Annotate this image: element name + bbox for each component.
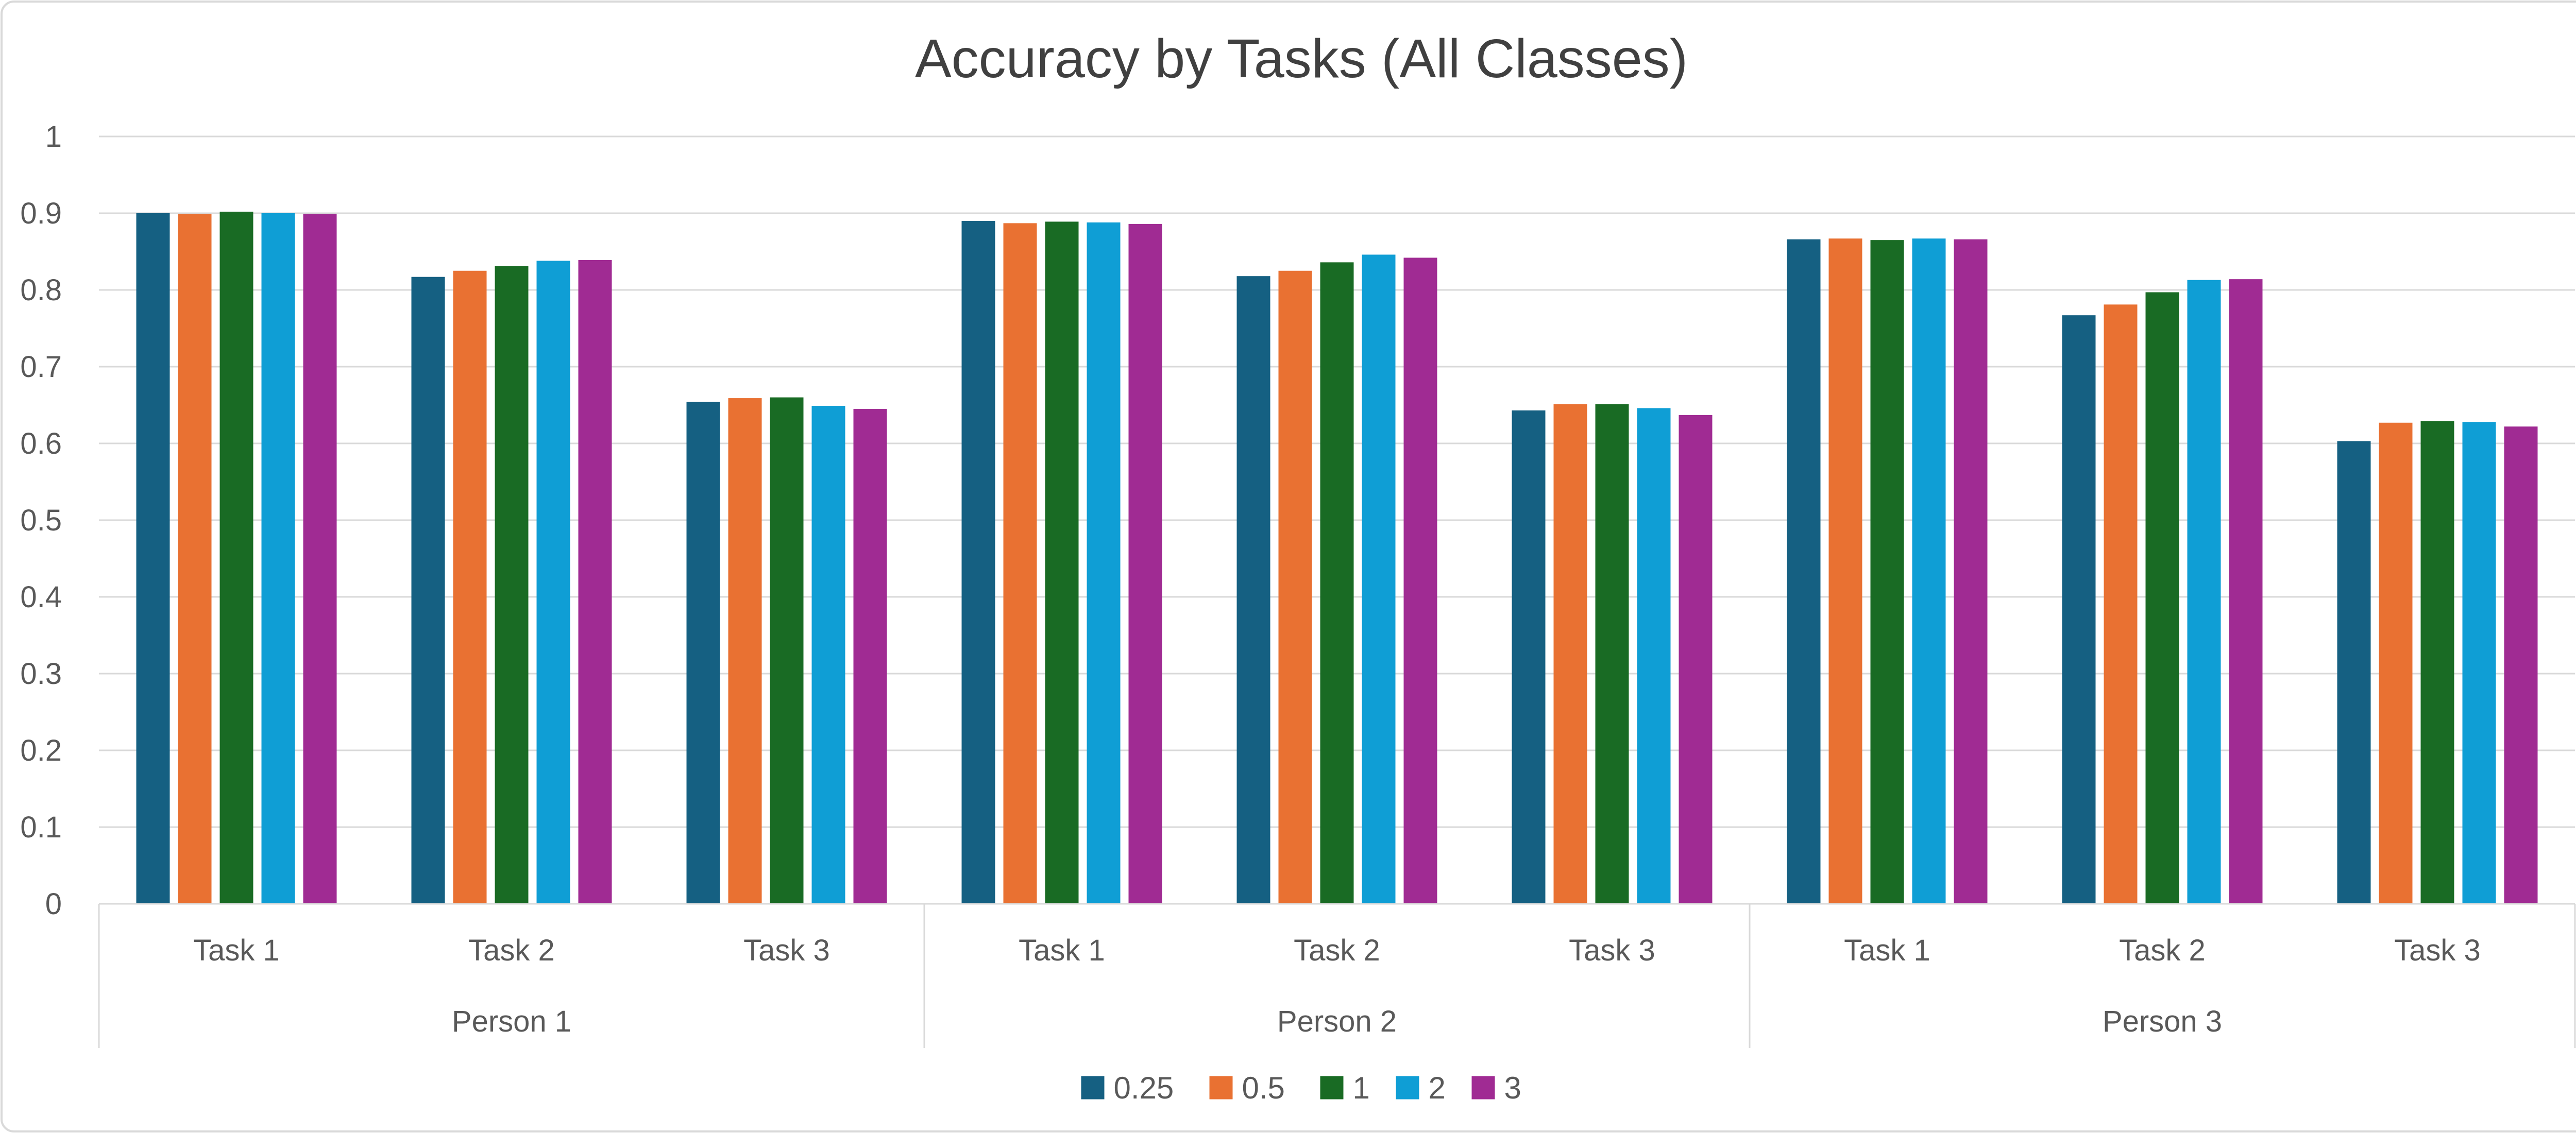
bar-series-2-cat-1 (261, 213, 295, 904)
bar-series-1-cat-5 (1320, 262, 1354, 904)
bar-series-0.5-cat-9 (2379, 422, 2413, 904)
bar-series-0.5-cat-4 (1003, 223, 1037, 904)
bar-series-0.25-cat-1 (136, 213, 170, 904)
bar-series-0.5-cat-1 (178, 214, 212, 904)
legend-swatch-0.25 (1081, 1076, 1105, 1100)
bar-series-2-cat-5 (1362, 254, 1396, 904)
y-axis-tick-labels: 0 0.1 0.2 0.3 0.4 0.5 0.6 0.7 0.8 0.9 1 (20, 120, 62, 921)
x-category-label: Task 2 (2119, 934, 2206, 967)
x-group-label: Person 3 (2103, 1005, 2222, 1038)
bar-series-1-cat-4 (1045, 221, 1079, 904)
bar-series-0.25-cat-6 (1512, 410, 1546, 904)
bar-series-0.25-cat-7 (1787, 239, 1821, 904)
y-tick-label: 0 (45, 887, 62, 921)
bar-series-0.5-cat-3 (728, 398, 762, 904)
bar-series-0.25-cat-3 (686, 402, 720, 904)
bars (136, 212, 2538, 904)
x-category-label: Task 1 (193, 934, 280, 967)
bar-series-2-cat-7 (1912, 238, 1946, 904)
x-category-label: Task 3 (1569, 934, 1655, 967)
legend-label: 1 (1353, 1071, 1370, 1105)
bar-series-3-cat-6 (1679, 415, 1713, 904)
legend: 0.25 0.5 1 2 3 (1081, 1071, 1521, 1105)
bar-series-0.25-cat-9 (2337, 441, 2371, 904)
x-category-label: Task 3 (2394, 934, 2481, 967)
bar-series-2-cat-2 (536, 261, 570, 904)
bar-series-1-cat-1 (219, 212, 253, 904)
bar-series-0.25-cat-5 (1236, 276, 1270, 904)
x-category-label: Task 3 (743, 934, 830, 967)
bar-series-1-cat-2 (495, 266, 529, 904)
bar-series-3-cat-4 (1128, 224, 1162, 904)
y-tick-label: 0.7 (20, 350, 62, 384)
legend-label: 0.5 (1242, 1071, 1285, 1105)
bar-series-2-cat-3 (811, 405, 845, 904)
y-tick-label: 0.4 (20, 580, 62, 614)
x-category-label: Task 2 (468, 934, 555, 967)
y-tick-label: 0.5 (20, 504, 62, 537)
bar-series-3-cat-7 (1954, 239, 1988, 904)
bar-series-2-cat-9 (2462, 422, 2496, 904)
legend-swatch-1 (1320, 1076, 1344, 1100)
bar-series-1-cat-7 (1870, 240, 1904, 904)
y-tick-label: 0.3 (20, 657, 62, 691)
bar-series-3-cat-8 (2229, 279, 2263, 904)
x-axis: Task 1 Task 2 Task 3 Task 1 Task 2 Task 3 Task… (98, 903, 2576, 1048)
bar-series-2-cat-4 (1087, 222, 1121, 904)
bar-series-1-cat-3 (770, 397, 804, 904)
bar-series-3-cat-9 (2504, 426, 2538, 904)
bar-series-0.25-cat-2 (411, 277, 445, 904)
bar-series-0.5-cat-5 (1278, 270, 1312, 904)
x-category-label: Task 1 (1019, 934, 1105, 967)
legend-label: 2 (1429, 1071, 1446, 1105)
bar-series-3-cat-1 (303, 214, 337, 904)
bar-series-0.5-cat-2 (453, 270, 487, 904)
legend-label: 0.25 (1114, 1071, 1174, 1105)
bar-series-1-cat-8 (2145, 292, 2179, 904)
x-category-label: Task 2 (1294, 934, 1380, 967)
y-tick-label: 0.2 (20, 734, 62, 767)
bar-series-1-cat-9 (2420, 421, 2454, 904)
bar-series-2-cat-8 (2187, 280, 2221, 904)
x-group-label: Person 1 (452, 1005, 571, 1038)
y-tick-label: 0.1 (20, 811, 62, 844)
bar-series-3-cat-5 (1403, 258, 1437, 904)
legend-swatch-2 (1396, 1076, 1419, 1100)
y-tick-label: 1 (45, 120, 62, 153)
bar-series-0.5-cat-8 (2104, 304, 2138, 904)
legend-swatch-0.5 (1209, 1076, 1233, 1100)
bar-series-0.5-cat-7 (1828, 238, 1862, 904)
x-group-label: Person 2 (1277, 1005, 1397, 1038)
chart-title: Accuracy by Tasks (All Classes) (915, 28, 1688, 89)
bar-series-3-cat-3 (853, 408, 887, 904)
legend-label: 3 (1504, 1071, 1521, 1105)
bar-series-0.25-cat-4 (961, 220, 995, 904)
y-tick-label: 0.6 (20, 427, 62, 460)
bar-series-0.25-cat-8 (2062, 315, 2096, 904)
bar-series-2-cat-6 (1637, 408, 1671, 904)
x-category-label: Task 1 (1844, 934, 1930, 967)
bar-series-0.5-cat-6 (1553, 404, 1587, 904)
y-tick-label: 0.9 (20, 197, 62, 230)
bar-series-1-cat-6 (1595, 404, 1629, 904)
bar-series-3-cat-2 (578, 260, 612, 904)
y-tick-label: 0.8 (20, 273, 62, 307)
legend-swatch-3 (1471, 1076, 1495, 1100)
